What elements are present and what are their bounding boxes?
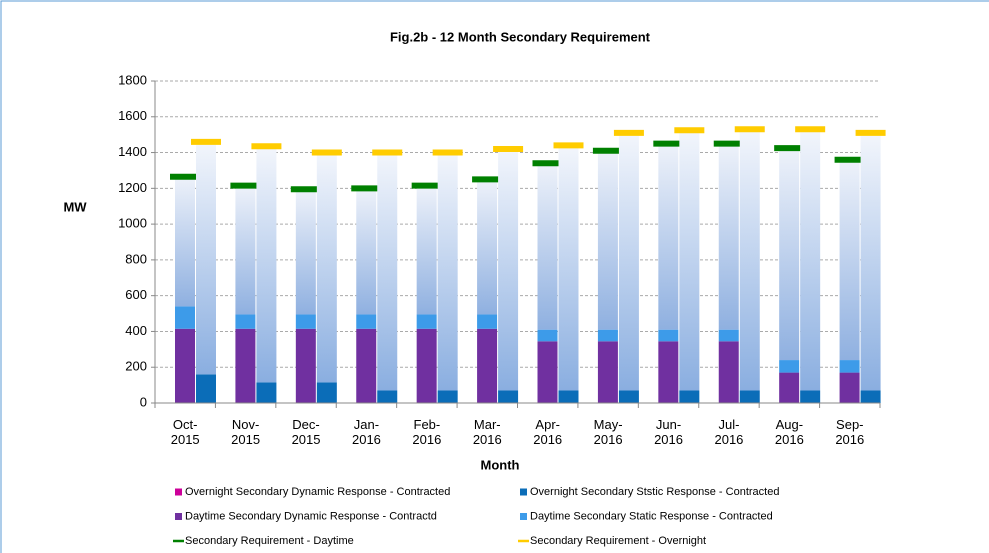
x-axis-label: Month [481,457,520,472]
requirement-fill [256,146,277,383]
bar-segment [477,314,498,329]
requirement-fill [235,185,256,315]
x-tick-label: Oct-2015 [170,417,200,447]
x-tick-label: Dec-2015 [291,417,321,447]
bar-segment [235,328,256,403]
y-axis-label: MW [63,199,87,214]
bar-segment [839,372,860,403]
x-tick-label: Nov-2015 [231,417,261,447]
legend-label: Daytime Secondary Dynamic Response - Con… [185,510,437,522]
requirement-fill [175,176,195,307]
bar-segment [597,341,618,403]
requirement-fill [437,152,458,391]
bar-segment [658,341,679,403]
requirement-fill [558,145,579,391]
legend-swatch [520,488,527,496]
bar-segment [800,390,821,403]
legend-label: Daytime Secondary Static Response - Cont… [530,510,773,522]
x-tick-label: Jan-2016 [351,417,381,447]
requirement-fill [658,143,679,330]
bar-segment [537,341,558,403]
bar-segment [437,390,458,403]
requirement-fill [356,188,377,315]
requirement-fill [779,148,800,361]
bar-segment [356,314,377,329]
x-tick-label: Feb-2016 [412,417,442,447]
requirement-fill [679,130,700,391]
bar-segment [477,328,498,403]
x-tick-label: Jun-2016 [654,417,683,447]
x-tick-label: Mar-2016 [472,417,502,447]
bar-segment [295,328,316,403]
requirement-fill [839,159,860,361]
bar-segment [498,390,519,403]
y-tick-label: 200 [125,359,147,374]
y-tick-label: 1800 [118,72,147,87]
requirement-fill [860,132,881,391]
x-tick-label: Sep-2016 [835,417,865,447]
legend-label: Secondary Requirement - Daytime [185,535,354,547]
requirement-fill [618,132,639,391]
requirement-fill [196,141,216,375]
y-tick-label: 600 [125,287,147,302]
bar-segment [416,314,437,329]
legend-swatch [175,488,182,496]
bar-segment [658,329,679,342]
legend-label: Overnight Secondary Ststic Response - Co… [530,486,779,498]
requirement-fill [416,185,437,315]
bar-segment [779,360,800,373]
bar-segment [356,328,377,403]
bar-segment [597,329,618,342]
chart-title: Fig.2b - 12 Month Secondary Requirement [390,29,651,44]
requirement-fill [800,129,821,391]
requirement-fill [295,189,316,315]
bar-segment [416,328,437,403]
requirement-fill [498,148,519,391]
bar-segment [295,314,316,329]
legend-label: Secondary Requirement - Overnight [530,535,706,547]
requirement-fill [377,152,398,391]
bar-segment [779,372,800,403]
y-tick-label: 1600 [118,108,147,123]
y-tick-label: 400 [125,323,147,338]
y-tick-label: 1400 [118,144,147,159]
bar-segment [718,341,739,403]
requirement-fill [597,150,618,330]
legend-label: Overnight Secondary Dynamic Response - C… [185,486,450,498]
bar-segment [256,382,277,403]
bar-segment [235,314,256,329]
bar-segment [860,390,881,403]
requirement-fill [739,129,760,391]
bar-segment [316,382,337,403]
y-tick-label: 0 [140,394,147,409]
bar-segment [839,360,860,373]
bar-segment [175,306,195,329]
bar-segment [558,390,579,403]
x-tick-label: Aug-2016 [774,417,804,447]
x-tick-label: May-2016 [593,417,623,447]
requirement-fill [316,152,337,383]
y-tick-label: 1000 [118,216,147,231]
bar-segment [196,374,216,403]
bar-segment [537,329,558,342]
bar-segment [679,390,700,403]
requirement-fill [718,143,739,330]
bar-segment [175,328,195,403]
legend-swatch [175,513,182,520]
legend-swatch [520,513,527,520]
bar-segment [739,390,760,403]
bar-segment [618,390,639,403]
bar-segment [718,329,739,342]
requirement-fill [477,179,498,315]
y-tick-label: 1200 [118,180,147,195]
bar-segment [377,390,398,403]
x-tick-label: Apr-2016 [533,417,563,447]
x-tick-label: Jul-2016 [714,417,744,447]
y-tick-label: 800 [125,251,147,266]
requirement-fill [537,163,558,330]
